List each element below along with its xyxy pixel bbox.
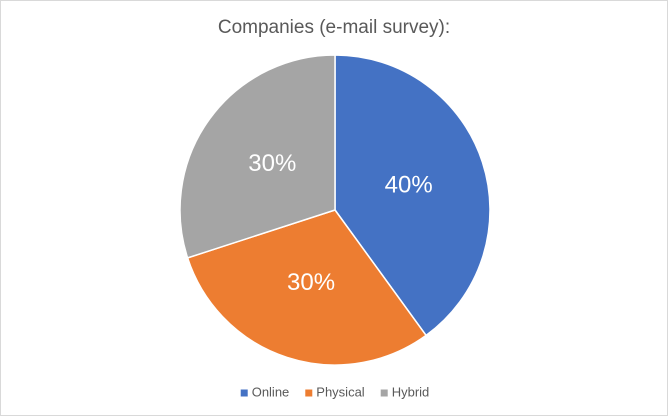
chart-title: Companies (e-mail survey): <box>218 17 450 38</box>
data-label: 30% <box>287 269 335 296</box>
legend-label: Physical <box>316 384 365 399</box>
data-label: 30% <box>248 150 296 177</box>
legend-swatch <box>240 389 248 397</box>
legend-swatch <box>380 389 388 397</box>
pie-slice <box>334 54 491 337</box>
legend-swatch <box>305 389 313 397</box>
legend-label: Online <box>252 384 290 399</box>
pie-slice <box>186 209 428 366</box>
legend-label: Hybrid <box>392 384 430 399</box>
pie-slice <box>179 54 336 259</box>
data-label: 40% <box>385 171 433 198</box>
